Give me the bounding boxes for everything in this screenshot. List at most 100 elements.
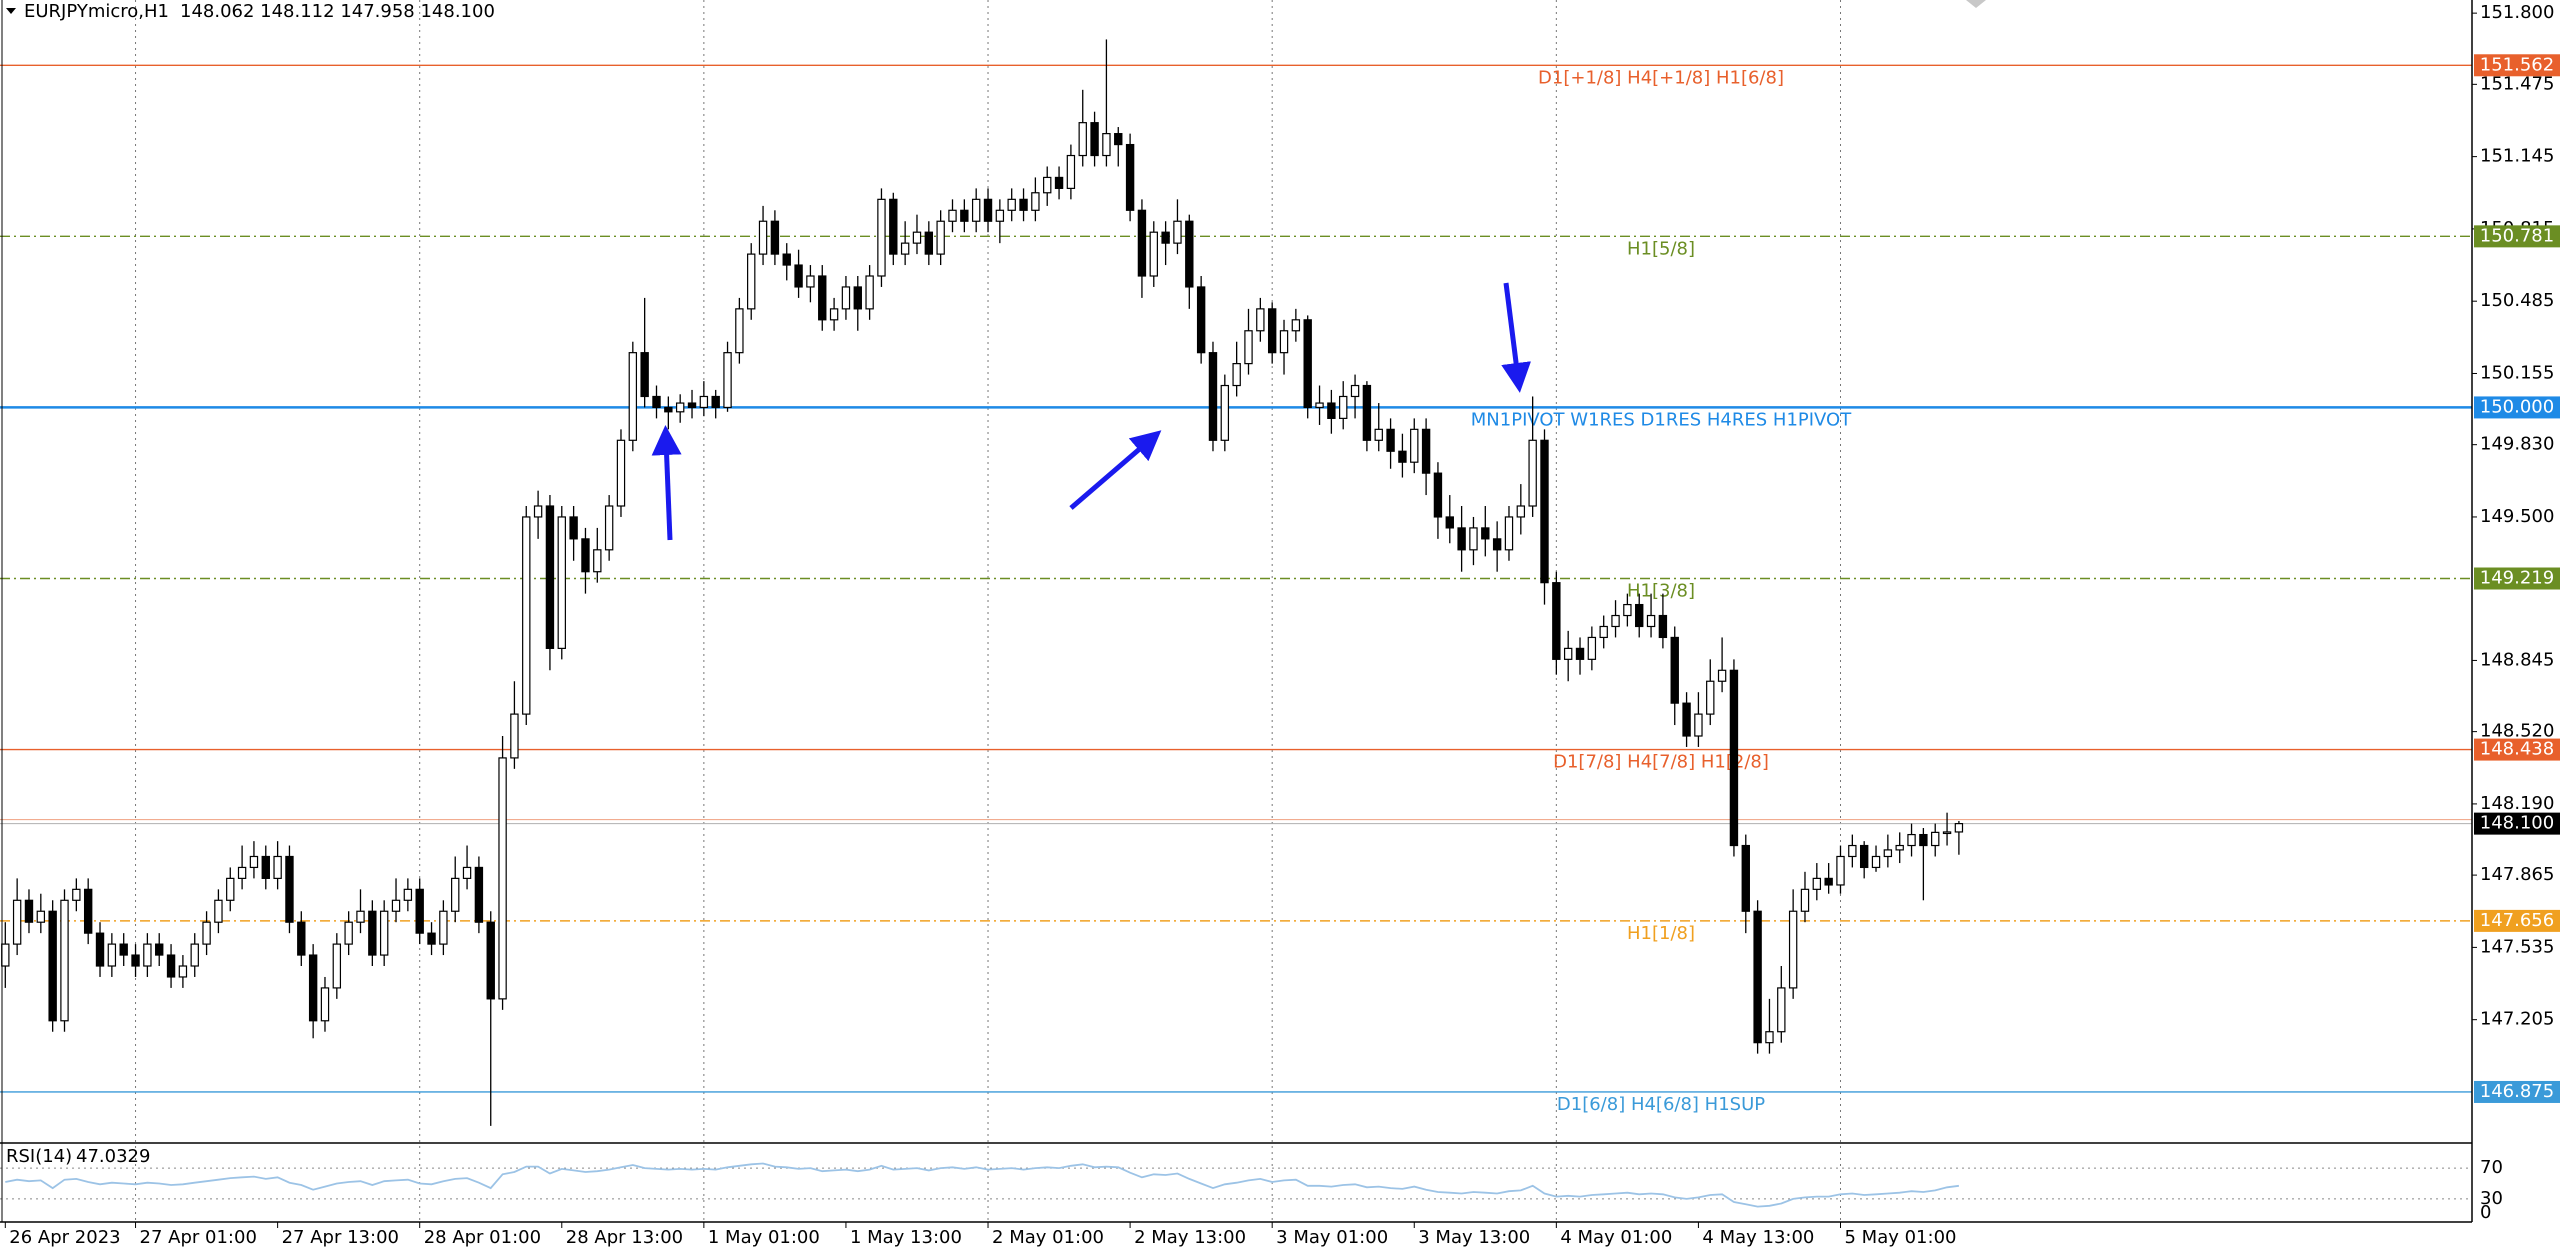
candle-body [1635, 603, 1644, 628]
annotation-arrow [1069, 430, 1162, 510]
candle-body [72, 888, 81, 901]
candle-body [900, 242, 910, 255]
candle-body [960, 209, 969, 222]
candle-body [675, 402, 685, 413]
level-price-label: 150.000 [2480, 396, 2554, 417]
level-text: D1[6/8] H4[6/8] H1SUP [1557, 1094, 1765, 1115]
candle-body [237, 866, 247, 879]
candle-body [1303, 319, 1312, 409]
candle-body [1753, 910, 1762, 1044]
candle-body [332, 943, 342, 989]
candle-body [1054, 176, 1064, 189]
candle-body [320, 987, 330, 1022]
candle-body [1788, 910, 1798, 989]
candle-body [1149, 231, 1158, 277]
candle-body [510, 713, 519, 759]
candle-body [119, 943, 128, 956]
candle-body [308, 954, 318, 1022]
candle-body [1339, 395, 1348, 419]
x-tick-label: 5 May 01:00 [1845, 1227, 1957, 1248]
candle-body [533, 505, 543, 518]
candle-body [60, 899, 69, 1022]
candle-body [616, 439, 626, 507]
candle-body [1196, 286, 1206, 354]
y-tick-label: 147.865 [2480, 864, 2554, 885]
candle-body [1173, 220, 1182, 244]
y-tick-label: 151.145 [2480, 146, 2554, 167]
bid-price-box [2474, 812, 2560, 835]
candle-body [462, 866, 472, 879]
candle-body [1682, 702, 1691, 737]
scroll-marker [1966, 0, 1986, 8]
candle-body [1350, 384, 1360, 398]
candle-body [1836, 855, 1845, 886]
candle-body [1125, 143, 1135, 211]
candle-body [1, 943, 10, 967]
candle-body [569, 516, 578, 540]
level-price-label: 150.781 [2480, 225, 2554, 246]
level-text: MN1PIVOT W1RES D1RES H4RES H1PIVOT [1471, 409, 1852, 430]
candle-body [557, 516, 566, 649]
candle-body [1362, 384, 1372, 441]
candle-body [1078, 122, 1087, 157]
candle-body [202, 921, 211, 945]
level-price-label: 147.656 [2480, 910, 2554, 931]
candle-body [1871, 855, 1881, 869]
candle-body [1410, 428, 1419, 463]
candle-body [1433, 472, 1443, 518]
candle-body [912, 231, 922, 244]
candle-body [948, 209, 957, 222]
candle-body [1090, 122, 1099, 157]
candle-body [427, 932, 436, 945]
candle-body [285, 855, 294, 923]
candle-body [249, 855, 259, 869]
candle-body [391, 899, 401, 912]
candle-body [1492, 538, 1502, 551]
x-tick-label: 28 Apr 13:00 [566, 1227, 683, 1248]
candle-body [1137, 209, 1147, 277]
y-tick-label: 150.485 [2480, 290, 2554, 311]
candle-body [1528, 439, 1537, 507]
candle-body [1907, 833, 1916, 847]
candle-body [1942, 831, 1952, 835]
candle-body [1575, 647, 1585, 660]
level-text: H1[3/8] [1627, 581, 1695, 602]
candle-body [1469, 527, 1478, 551]
candle-body [687, 402, 697, 409]
candle-body [758, 220, 768, 255]
candle-body [1848, 844, 1857, 858]
symbol-title: EURJPYmicro,H1 [24, 1, 169, 22]
level-price-label: 149.219 [2480, 568, 2554, 589]
candles-layer [1, 39, 1964, 1208]
candle-body [1563, 647, 1573, 660]
annotation-arrow [651, 425, 682, 541]
candle-body [1374, 428, 1383, 441]
candle-body [439, 910, 448, 945]
candle-body [545, 505, 555, 649]
y-tick-label: 149.500 [2480, 506, 2554, 527]
candle-body [1504, 516, 1514, 551]
y-tick-label: 148.190 [2480, 793, 2554, 814]
candle-body [1800, 888, 1810, 912]
candle-body [593, 549, 602, 573]
candle-body [1765, 1031, 1774, 1044]
candle-body [581, 538, 590, 573]
candle-body [1244, 330, 1253, 365]
candle-body [226, 877, 235, 901]
y-tick-label: 147.535 [2480, 936, 2554, 957]
candle-body [1919, 833, 1928, 847]
menu-triangle[interactable] [6, 8, 16, 14]
candle-body [841, 286, 851, 310]
candle-body [794, 264, 803, 288]
candle-body [1043, 176, 1052, 194]
level-price-box [2474, 567, 2560, 590]
y-tick-label: 148.520 [2480, 721, 2554, 742]
level-price-box [2474, 1080, 2560, 1103]
candle-body [36, 910, 46, 923]
x-tick-label: 4 May 13:00 [1702, 1227, 1814, 1248]
y-tick-label: 150.155 [2480, 362, 2554, 383]
candle-body [24, 899, 34, 923]
candle-body [1445, 516, 1454, 529]
